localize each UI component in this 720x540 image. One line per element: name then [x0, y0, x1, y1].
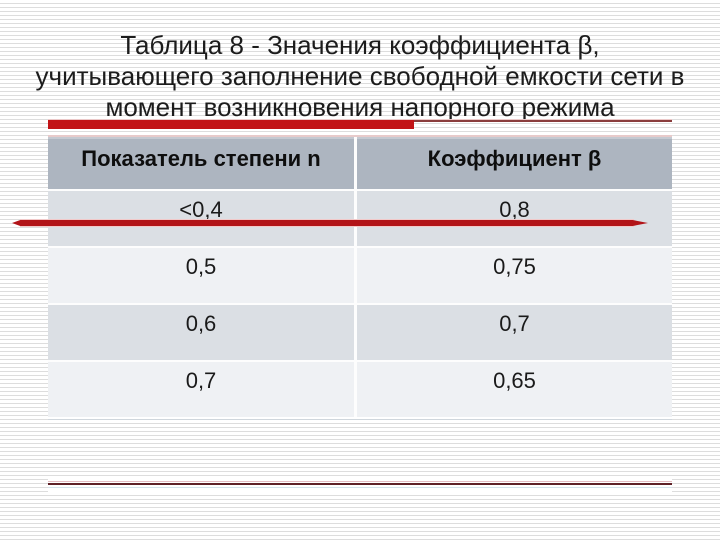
title-underline-red-bar — [48, 120, 414, 129]
cell-beta: 0,8 — [357, 189, 672, 246]
title-line-3: момент возникновения напорного режима — [105, 92, 615, 122]
cell-beta: 0,65 — [357, 360, 672, 417]
red-divider-highlight-top — [20, 219, 634, 220]
table-row: 0,5 0,75 — [48, 246, 672, 303]
bottom-line-pink — [48, 481, 672, 482]
cell-n: 0,7 — [48, 360, 357, 417]
title-line-1: Таблица 8 - Значения коэффициента β, — [120, 30, 600, 60]
title-underline-highlight — [48, 119, 672, 120]
bottom-line-blue — [48, 487, 672, 488]
table-row: 0,6 0,7 — [48, 303, 672, 360]
table-row: <0,4 0,8 — [48, 189, 672, 246]
column-header-beta: Коэффициент β — [357, 137, 672, 189]
title-line-2: учитывающего заполнение свободной емкост… — [35, 61, 685, 91]
slide-title: Таблица 8 - Значения коэффициента β, учи… — [8, 30, 712, 123]
bottom-line-maroon — [48, 483, 672, 485]
title-underline-thin-line — [414, 120, 672, 122]
title-underline — [48, 119, 672, 130]
red-divider-line — [12, 218, 648, 228]
cell-beta: 0,7 — [357, 303, 672, 360]
table-header-row: Показатель степени n Коэффициент β — [48, 137, 672, 189]
column-header-n: Показатель степени n — [48, 137, 357, 189]
cell-n: 0,6 — [48, 303, 357, 360]
red-divider-highlight-bottom — [20, 226, 634, 227]
coefficient-table: Показатель степени n Коэффициент β <0,4 … — [48, 135, 672, 417]
red-divider-body — [12, 220, 648, 226]
bottom-decoration-band — [48, 477, 672, 493]
cell-n: 0,5 — [48, 246, 357, 303]
cell-beta: 0,75 — [357, 246, 672, 303]
table-row: 0,7 0,65 — [48, 360, 672, 417]
cell-n: <0,4 — [48, 189, 357, 246]
